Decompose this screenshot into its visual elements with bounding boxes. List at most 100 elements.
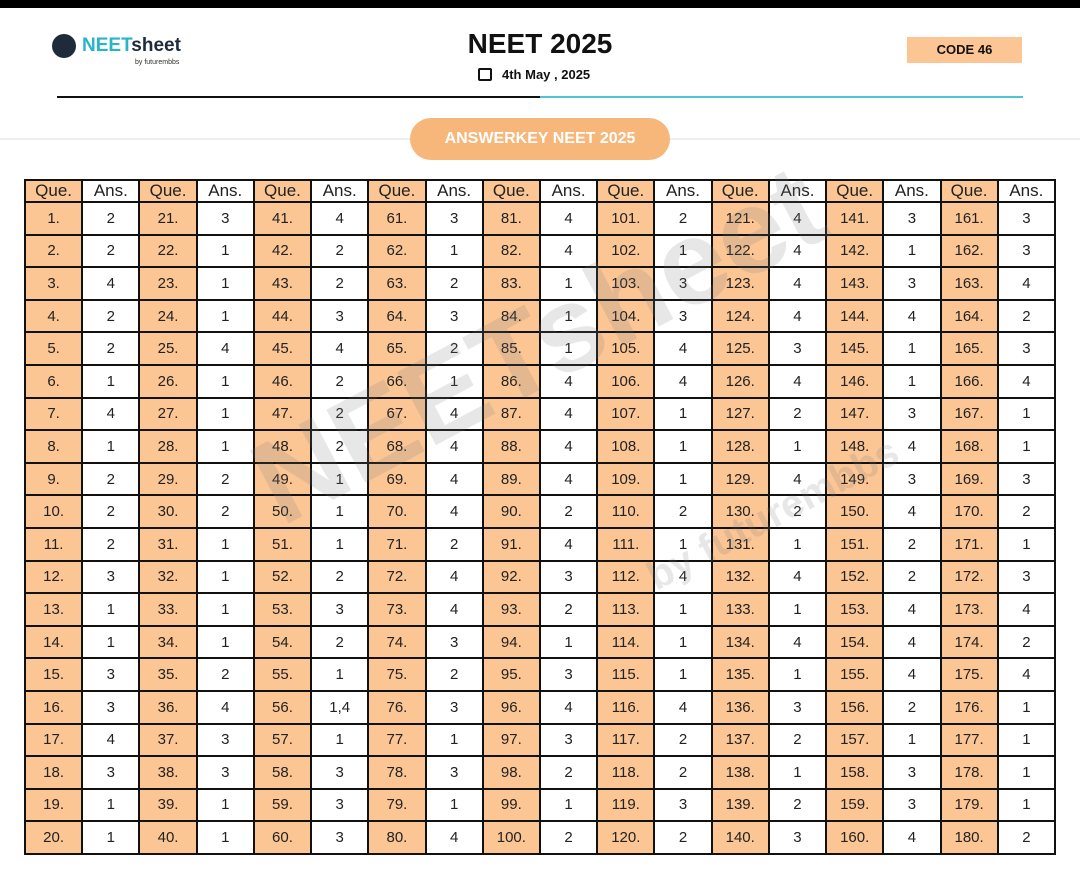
answer-cell: 2 (81, 461, 141, 497)
answer-cell: 2 (81, 494, 141, 529)
answer-cell: 1 (195, 298, 255, 334)
question-cell: 57. (252, 722, 313, 758)
question-cell: 67. (367, 396, 427, 432)
answer-cell: 1 (424, 787, 484, 823)
header-cell: Ans. (653, 179, 713, 203)
question-cell: 120. (596, 820, 656, 855)
question-cell: 16. (23, 689, 84, 725)
answer-cell: 1 (81, 429, 141, 464)
answer-cell: 4 (653, 363, 713, 399)
question-cell: 65. (367, 331, 427, 366)
row: 11. 2 31. 1 51. 1 71. 2 91. 4 111. 1 131. 1 151. 2 171. 1 (23, 526, 1057, 562)
question-cell: 125. (710, 331, 770, 366)
answer-cell: 2 (996, 624, 1057, 660)
answer-cell: 1 (195, 396, 255, 432)
answer-cell: 2 (195, 494, 255, 529)
question-cell: 22. (138, 233, 198, 269)
question-cell: 108. (596, 429, 656, 464)
question-cell: 70. (367, 494, 427, 529)
answer-cell: 1 (310, 657, 370, 692)
brand-sheet: sheet (131, 35, 181, 56)
question-cell: 26. (138, 363, 198, 399)
answer-cell: 3 (767, 331, 828, 366)
answer-cell: 1 (81, 820, 141, 855)
question-cell: 105. (596, 331, 656, 366)
header-cell: Que. (138, 179, 198, 203)
answer-cell: 3 (882, 396, 942, 432)
answer-cell: 1 (195, 624, 255, 660)
answer-cell: 2 (424, 526, 484, 562)
question-cell: 23. (138, 266, 198, 301)
answer-cell: 2 (310, 233, 370, 269)
header-cell: Ans. (538, 179, 599, 203)
question-cell: 62. (367, 233, 427, 269)
answer-cell: 3 (882, 461, 942, 497)
answer-cell: 4 (424, 494, 484, 529)
question-cell: 54. (252, 624, 313, 660)
answer-cell: 3 (81, 755, 141, 790)
answer-cell: 4 (767, 201, 828, 236)
question-cell: 106. (596, 363, 656, 399)
answer-cell: 4 (538, 429, 599, 464)
question-cell: 47. (252, 396, 313, 432)
question-cell: 137. (710, 722, 770, 758)
answer-cell: 3 (424, 755, 484, 790)
answer-cell: 2 (310, 396, 370, 432)
answer-cell: 4 (996, 657, 1057, 692)
answer-cell: 4 (767, 298, 828, 334)
answer-cell: 3 (767, 820, 828, 855)
answer-cell: 1 (81, 592, 141, 627)
answer-cell: 4 (767, 266, 828, 301)
row: 18. 3 38. 3 58. 3 78. 3 98. 2 118. 2 138. 1 158. 3 178. 1 (23, 755, 1057, 790)
answer-cell: 4 (538, 689, 599, 725)
answer-cell: 2 (653, 820, 713, 855)
answer-cell: 1 (653, 396, 713, 432)
question-cell: 175. (939, 657, 999, 692)
row: 2. 2 22. 1 42. 2 62. 1 82. 4 102. 1 122. 4 142. 1 162. 3 (23, 233, 1057, 269)
answer-cell: 2 (81, 331, 141, 366)
question-cell: 39. (138, 787, 198, 823)
answer-cell: 1 (882, 363, 942, 399)
answer-cell: 3 (310, 298, 370, 334)
question-cell: 50. (252, 494, 313, 529)
answer-cell: 1 (81, 624, 141, 660)
answer-cell: 3 (882, 787, 942, 823)
question-cell: 134. (710, 624, 770, 660)
answer-cell: 2 (538, 755, 599, 790)
question-cell: 112. (596, 559, 656, 595)
answer-cell: 1 (538, 331, 599, 366)
question-cell: 48. (252, 429, 313, 464)
question-cell: 3. (23, 266, 84, 301)
question-cell: 40. (138, 820, 198, 855)
answer-cell: 2 (424, 266, 484, 301)
answer-cell: 1 (996, 526, 1057, 562)
question-cell: 49. (252, 461, 313, 497)
answer-cell: 1 (882, 233, 942, 269)
question-cell: 1. (23, 201, 84, 236)
question-cell: 167. (939, 396, 999, 432)
answer-table: Que. Ans. Que. Ans. Que. Ans. Que. Ans. Que. Ans.… (23, 179, 1057, 855)
answer-cell: 3 (424, 624, 484, 660)
question-cell: 28. (138, 429, 198, 464)
question-cell: 33. (138, 592, 198, 627)
question-cell: 27. (138, 396, 198, 432)
question-cell: 91. (481, 526, 541, 562)
answer-cell: 4 (310, 331, 370, 366)
question-cell: 156. (825, 689, 885, 725)
title: NEET 2025 (467, 28, 613, 59)
answer-cell: 4 (996, 266, 1057, 301)
question-cell: 41. (252, 201, 313, 236)
question-cell: 69. (367, 461, 427, 497)
answer-cell: 2 (538, 592, 599, 627)
date: 4th May , 2025 (478, 67, 590, 82)
question-cell: 87. (481, 396, 541, 432)
question-cell: 80. (367, 820, 427, 855)
question-cell: 132. (710, 559, 770, 595)
answer-cell: 1 (310, 461, 370, 497)
rule (540, 96, 1023, 98)
answer-cell: 4 (882, 494, 942, 529)
answer-cell: 1,4 (310, 689, 370, 725)
row: 10. 2 30. 2 50. 1 70. 4 90. 2 110. 2 130. 2 150. 4 170. 2 (23, 494, 1057, 529)
question-cell: 119. (596, 787, 656, 823)
question-cell: 168. (939, 429, 999, 464)
